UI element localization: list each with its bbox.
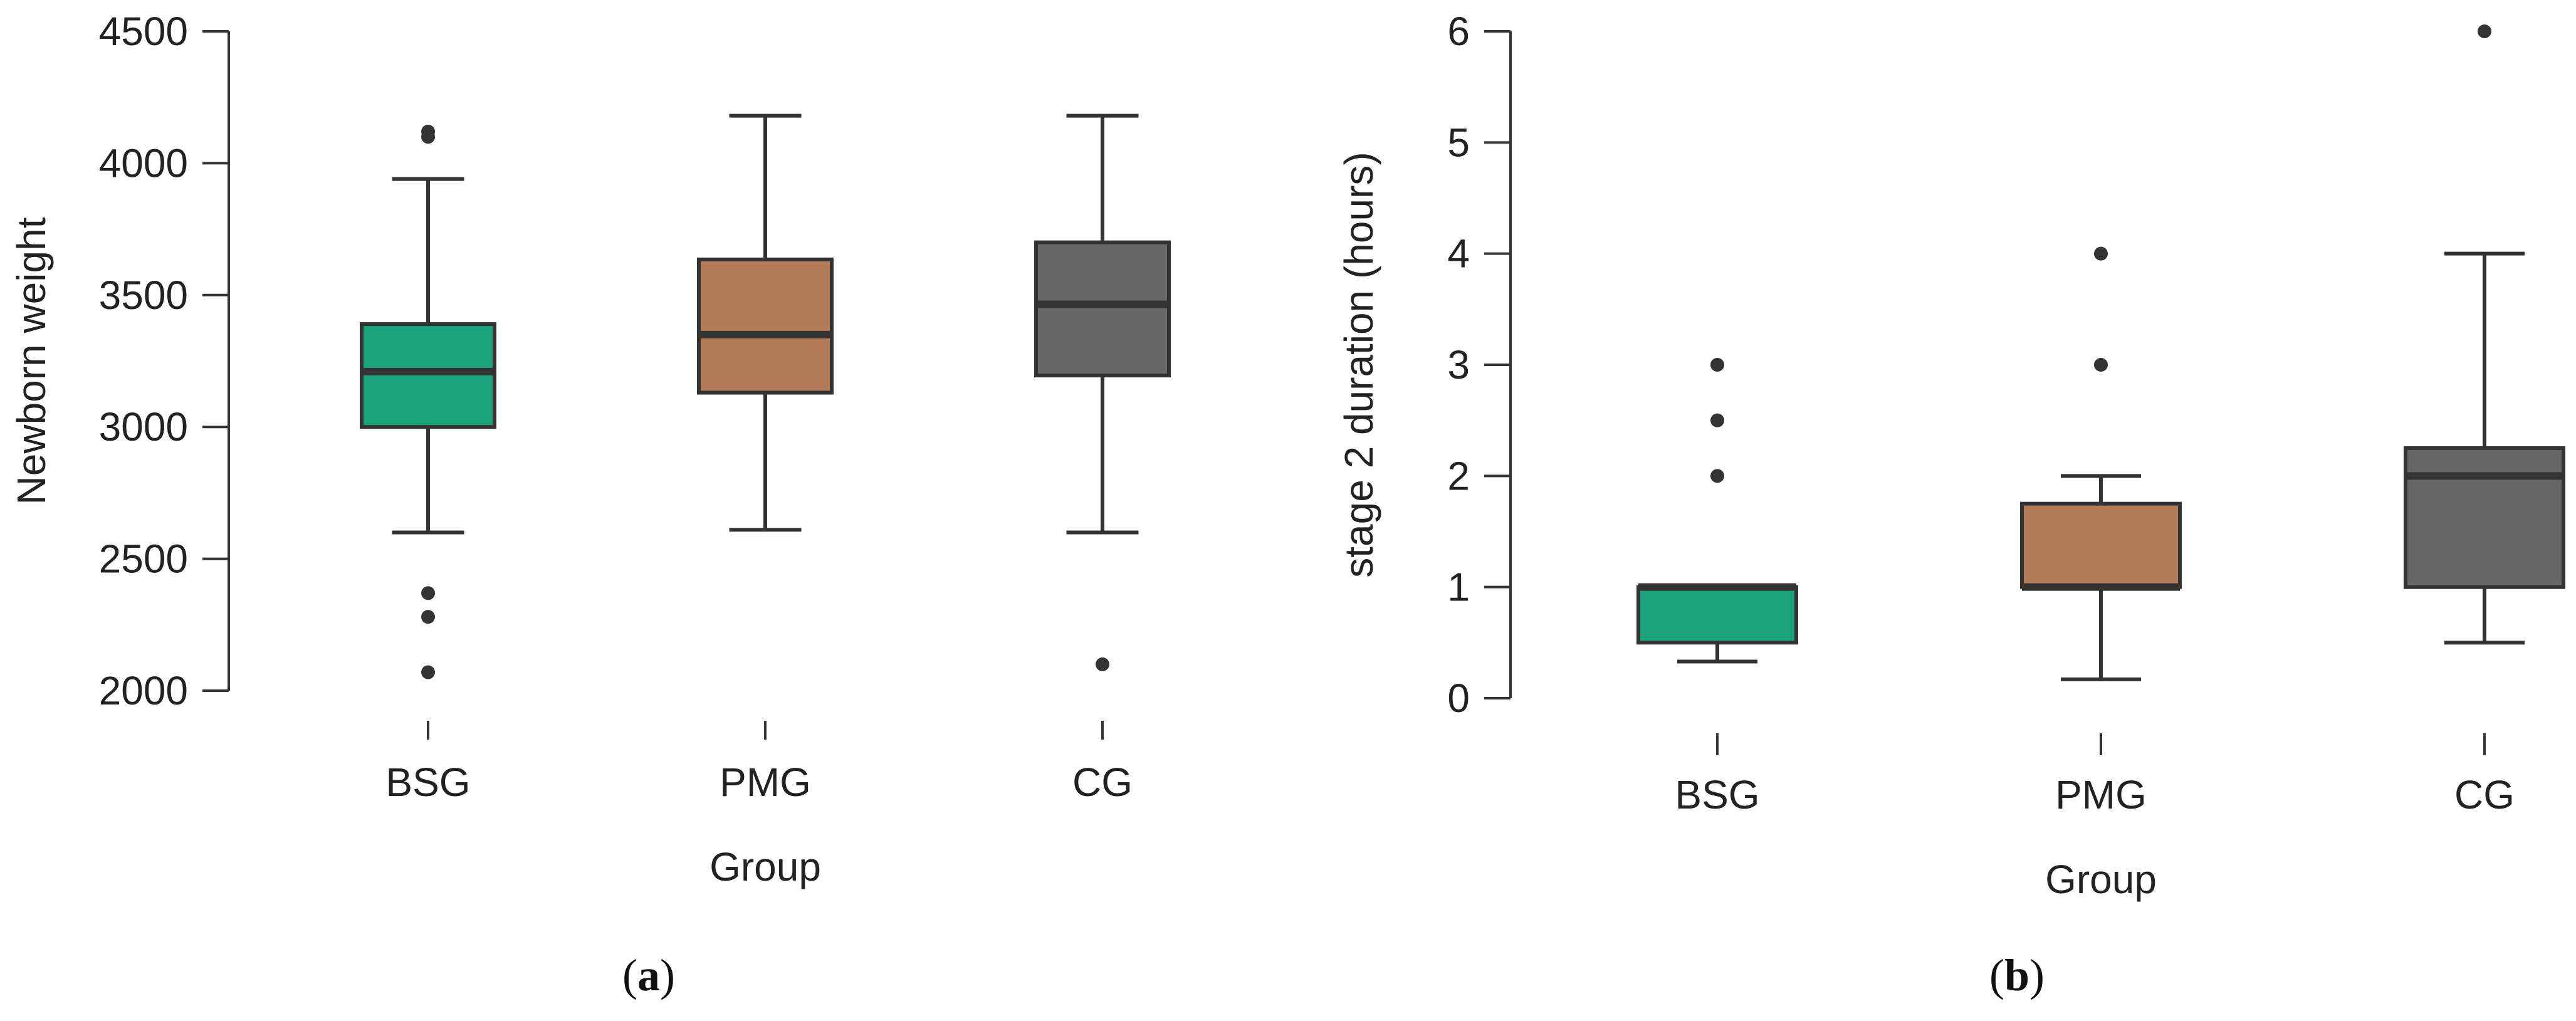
panel-b-y-tick-label: 0 [1447,676,1470,721]
panel-a-x-tick-label-bsg: BSG [385,760,470,805]
panel-b-stage2-duration: 0 1 2 3 4 5 6 stage 2 duration (hours) Group BSG P… [1336,9,2565,902]
panel-a-x-tick-label-cg: CG [1072,760,1133,805]
panel-b-outlier-bsg [1710,358,1724,372]
panel-b-outlier-bsg [1710,413,1724,427]
panel-b-outlier-pmg [2094,358,2108,372]
panel-b-outlier-pmg [2094,246,2108,261]
panel-b-box-pmg [2020,501,2182,589]
panel-label-b: (b) [1989,950,2045,1000]
panel-a-x-tick-label-pmg: PMG [720,760,811,805]
panel-b-x-axis-title: Group [2045,857,2157,902]
panel-b-x-tick-label-cg: CG [2454,772,2515,817]
panel-b-y-tick-label: 3 [1447,342,1470,387]
panel-letter-b: b [2004,950,2029,1000]
panel-a-y-tick-label: 4000 [99,140,188,186]
panel-a-x-axis-title: Group [709,844,821,889]
panel-a-y-tick-label: 2000 [99,668,188,713]
panel-b-x-tick-label-pmg: PMG [2055,772,2147,817]
panel-a-newborn-weight: 2000 2500 3000 3500 4000 4500 Newborn weight Gr… [9,9,1171,889]
panel-b-outlier-cg [2478,24,2491,38]
panel-a-outlier-bsg [421,124,435,139]
panel-b-box-cg [2404,446,2565,589]
panel-b-y-axis-title: stage 2 duration (hours) [1336,152,1381,578]
panel-a-outlier-cg [1096,657,1109,671]
panel-a-outlier-bsg [421,610,435,624]
panel-b-x-tick-label-bsg: BSG [1675,772,1759,817]
panel-a-y-tick-label: 3500 [99,273,188,318]
panel-a-y-tick-label: 2500 [99,537,188,582]
panel-a-box-cg [1034,240,1171,378]
panel-letter-a: a [637,950,660,1000]
panel-a-outlier-bsg [421,665,435,679]
panel-label-a: (a) [622,950,675,1000]
panel-a-y-axis-title: Newborn weight [9,217,54,505]
panel-b-y-tick-label: 5 [1447,120,1470,165]
panel-b-box-bsg [1636,585,1798,645]
panel-b-y-tick-label: 2 [1447,453,1470,498]
panel-b-y-tick-label: 1 [1447,565,1470,610]
panel-a-box-pmg [697,257,834,395]
panel-b-outlier-bsg [1710,469,1724,483]
panel-a-y-tick-label: 4500 [99,9,188,54]
panel-b-y-tick-label: 4 [1447,231,1470,276]
panel-a-y-tick-label: 3000 [99,404,188,449]
panel-a-outlier-bsg [421,586,435,600]
panel-a-box-bsg [360,322,496,429]
panel-b-y-tick-label: 6 [1447,9,1470,54]
